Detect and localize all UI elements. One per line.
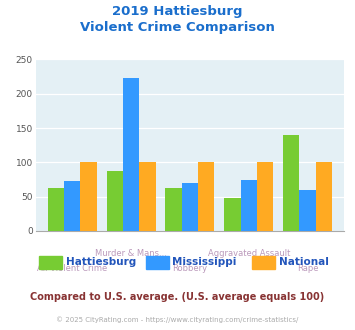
Bar — [106, 171, 123, 231]
Bar — [224, 198, 241, 231]
Bar — [316, 162, 332, 231]
Bar — [299, 190, 316, 231]
Bar — [123, 78, 139, 231]
Bar — [165, 188, 182, 231]
Text: All Violent Crime: All Violent Crime — [37, 264, 108, 273]
Bar — [241, 180, 257, 231]
Text: Robbery: Robbery — [173, 264, 207, 273]
Bar — [81, 162, 97, 231]
Text: Aggravated Assault: Aggravated Assault — [208, 249, 290, 258]
Bar — [182, 183, 198, 231]
Bar — [139, 162, 155, 231]
Text: 2019 Hattiesburg: 2019 Hattiesburg — [112, 5, 243, 18]
Bar — [48, 188, 64, 231]
Text: Rape: Rape — [297, 264, 318, 273]
Text: Compared to U.S. average. (U.S. average equals 100): Compared to U.S. average. (U.S. average … — [31, 292, 324, 302]
Bar — [198, 162, 214, 231]
Text: Violent Crime Comparison: Violent Crime Comparison — [80, 21, 275, 34]
Text: Murder & Mans...: Murder & Mans... — [95, 249, 167, 258]
Bar — [283, 135, 299, 231]
Text: Mississippi: Mississippi — [172, 257, 236, 267]
Bar — [64, 181, 81, 231]
Text: Hattiesburg: Hattiesburg — [66, 257, 136, 267]
Bar — [257, 162, 273, 231]
Text: © 2025 CityRating.com - https://www.cityrating.com/crime-statistics/: © 2025 CityRating.com - https://www.city… — [56, 317, 299, 323]
Text: National: National — [279, 257, 328, 267]
